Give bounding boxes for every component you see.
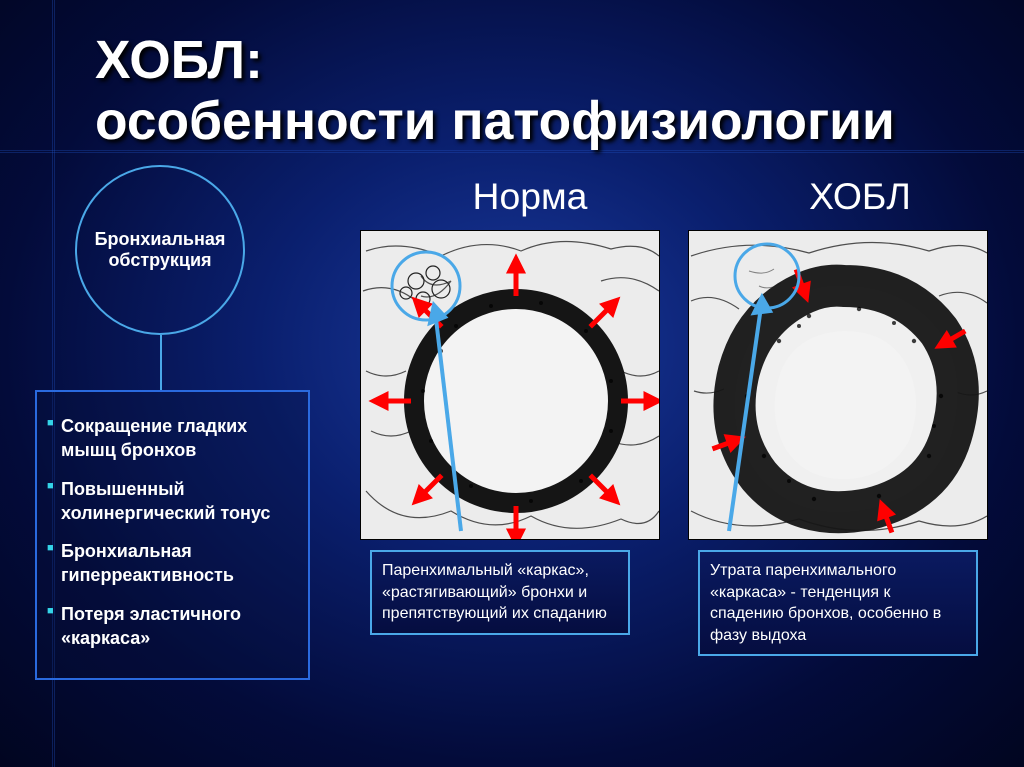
concept-circle: Бронхиальная обструкция bbox=[75, 165, 245, 335]
bullet-item: Повышенный холинергический тонус bbox=[47, 477, 294, 526]
bullet-item: Сокращение гладких мышц бронхов bbox=[47, 414, 294, 463]
bullet-box: Сокращение гладких мышц бронхов Повышенн… bbox=[35, 390, 310, 680]
bullet-item: Потеря эластичного «каркаса» bbox=[47, 602, 294, 651]
title-line2: особенности патофизиологии bbox=[95, 91, 895, 152]
caption-copd: Утрата паренхимального «каркаса» - тенде… bbox=[698, 550, 978, 656]
title-line1: ХОБЛ: bbox=[95, 30, 895, 91]
caption-copd-text: Утрата паренхимального «каркаса» - тенде… bbox=[710, 562, 941, 644]
column-label-normal: Норма bbox=[430, 175, 630, 218]
histology-normal bbox=[360, 230, 660, 540]
caption-normal: Паренхимальный «каркас», «растягивающий»… bbox=[370, 550, 630, 635]
concept-circle-label: Бронхиальная обструкция bbox=[77, 229, 243, 271]
slide-title: ХОБЛ: особенности патофизиологии bbox=[95, 30, 895, 153]
connector-line bbox=[160, 335, 162, 390]
histology-normal-svg bbox=[361, 231, 660, 540]
histology-copd-svg bbox=[689, 231, 988, 540]
column-label-copd: ХОБЛ bbox=[760, 175, 960, 218]
bullet-item: Бронхиальная гиперреактивность bbox=[47, 539, 294, 588]
caption-normal-text: Паренхимальный «каркас», «растягивающий»… bbox=[382, 562, 607, 622]
histology-copd bbox=[688, 230, 988, 540]
